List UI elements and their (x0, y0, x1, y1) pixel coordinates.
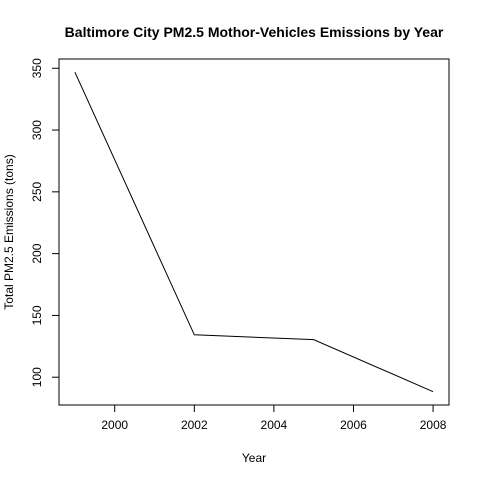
y-axis: 100 150 200 250 300 350 (30, 58, 59, 387)
chart-title: Baltimore City PM2.5 Mothor-Vehicles Emi… (65, 24, 444, 40)
y-tick-label: 200 (30, 243, 44, 263)
series-layer (75, 72, 433, 391)
x-tick-label: 2002 (181, 418, 208, 432)
y-axis-label: Total PM2.5 Emissions (tons) (2, 154, 16, 309)
x-tick-label: 2000 (101, 418, 128, 432)
plot-area-border (59, 59, 449, 405)
x-axis-label: Year (242, 451, 266, 465)
y-tick-label: 300 (30, 120, 44, 140)
x-tick-label: 2008 (420, 418, 447, 432)
x-tick-label: 2004 (261, 418, 288, 432)
y-tick-label: 350 (30, 58, 44, 78)
y-tick-label: 100 (30, 367, 44, 387)
x-axis: 2000 2002 2004 2006 2008 (101, 405, 446, 432)
x-tick-label: 2006 (340, 418, 367, 432)
y-tick-label: 250 (30, 182, 44, 202)
y-tick-label: 150 (30, 305, 44, 325)
series-line (75, 72, 433, 391)
